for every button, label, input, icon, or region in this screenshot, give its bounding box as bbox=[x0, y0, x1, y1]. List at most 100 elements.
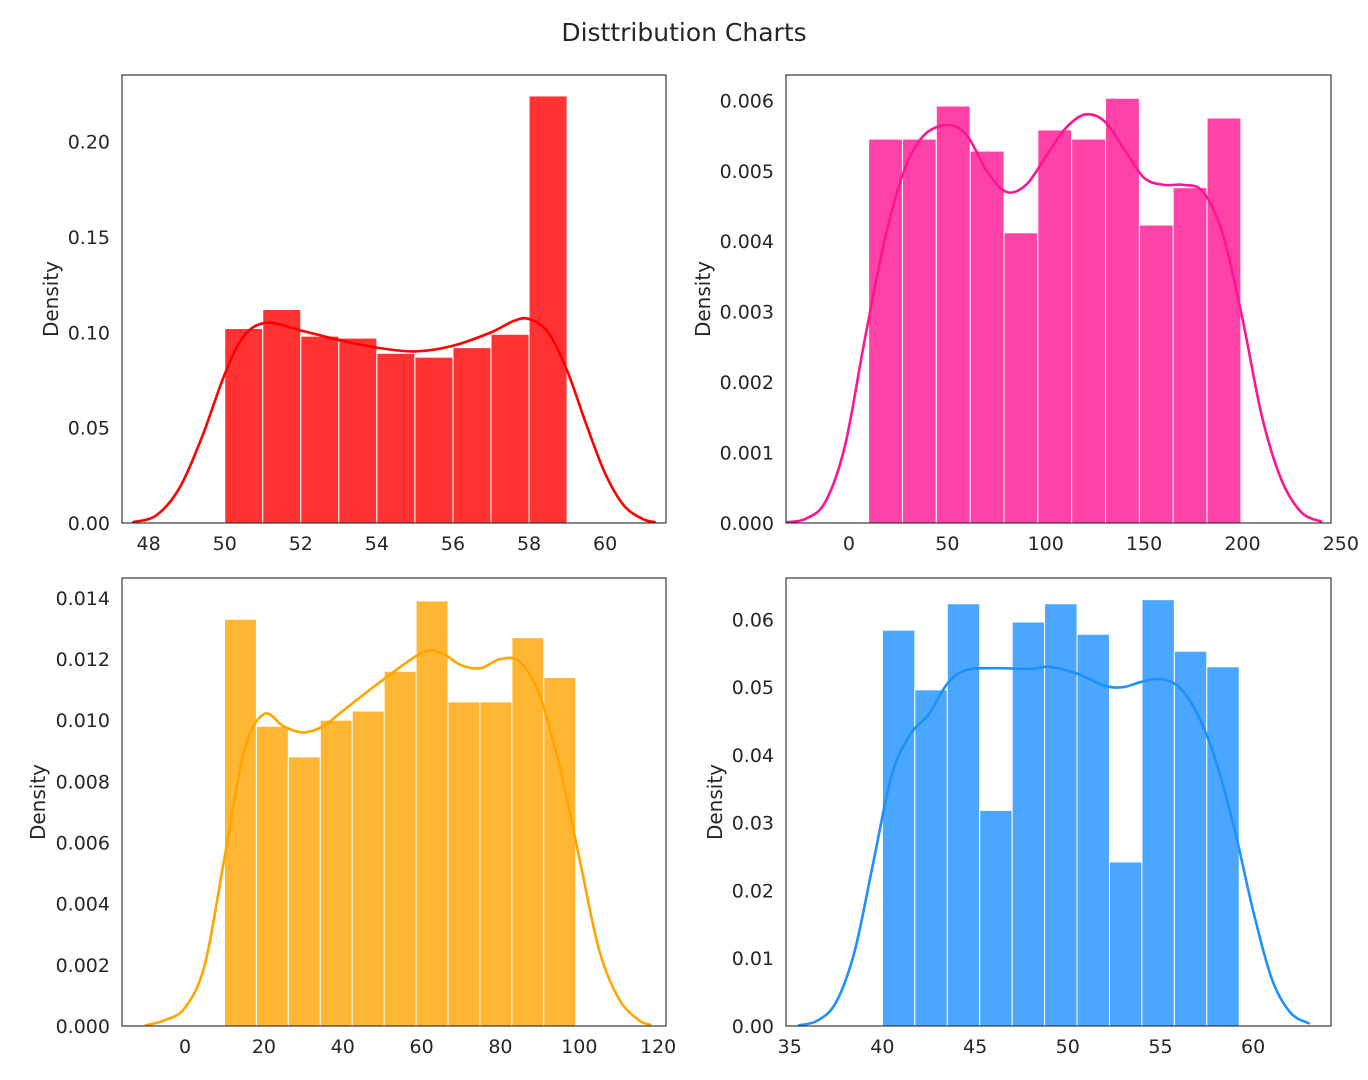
y-axis-label: Density bbox=[691, 261, 715, 337]
kde-line bbox=[797, 665, 1311, 1026]
y-tick-label: 0.000 bbox=[720, 513, 774, 535]
histogram-bar bbox=[1044, 603, 1078, 1026]
histogram-bar bbox=[511, 637, 545, 1026]
x-tick-label: 60 bbox=[410, 1036, 434, 1058]
x-tick-label: 55 bbox=[1148, 1036, 1172, 1058]
histogram-bar bbox=[1105, 97, 1140, 523]
x-tick-label: 250 bbox=[1323, 533, 1359, 555]
y-tick-label: 0.15 bbox=[68, 227, 110, 249]
kde-line bbox=[786, 112, 1323, 523]
y-tick-label: 0.05 bbox=[68, 418, 110, 440]
histogram-bar bbox=[1206, 666, 1240, 1026]
axes-frame bbox=[785, 577, 1332, 1027]
x-tick-label: 45 bbox=[963, 1036, 987, 1058]
y-tick-label: 0.006 bbox=[56, 833, 110, 855]
y-axis-label: Density bbox=[39, 261, 63, 337]
y-tick-label: 0.002 bbox=[720, 372, 774, 394]
histogram-bar bbox=[1076, 633, 1110, 1026]
y-tick-label: 0.003 bbox=[720, 302, 774, 324]
x-tick-label: 48 bbox=[137, 533, 161, 555]
histogram-bar bbox=[1173, 650, 1208, 1026]
axes-frame bbox=[121, 74, 667, 524]
histogram-bar bbox=[1071, 138, 1107, 523]
x-tick-label: 100 bbox=[1028, 533, 1064, 555]
histogram-bar bbox=[383, 670, 417, 1026]
y-tick-label: 0.010 bbox=[56, 710, 110, 732]
subplot-top-right: 0 50 100 150 200 250 0.000 0.001 0.002 0.003 0.004… bbox=[691, 74, 1359, 555]
histogram-bar bbox=[351, 710, 385, 1026]
histogram-bar bbox=[287, 756, 321, 1026]
x-tick-label: 40 bbox=[870, 1036, 894, 1058]
histogram-bar bbox=[338, 337, 378, 523]
y-tick-label: 0.00 bbox=[68, 513, 110, 535]
histogram-bar bbox=[319, 719, 353, 1026]
histogram-bar bbox=[1172, 187, 1208, 523]
x-tick-label: 0 bbox=[843, 533, 855, 555]
y-tick-label: 0.001 bbox=[720, 443, 774, 465]
x-tick-label: 100 bbox=[561, 1036, 597, 1058]
x-tick-label: 52 bbox=[289, 533, 313, 555]
x-tick-label: 40 bbox=[331, 1036, 355, 1058]
histogram-bar bbox=[901, 138, 937, 523]
y-tick-label: 0.06 bbox=[732, 609, 774, 631]
y-tick-label: 0.02 bbox=[732, 880, 774, 902]
x-tick-label: 50 bbox=[1056, 1036, 1080, 1058]
y-tick-label: 0.012 bbox=[56, 649, 110, 671]
figure-title: Disttribution Charts bbox=[561, 18, 806, 47]
y-tick-label: 0.05 bbox=[732, 677, 774, 699]
x-tick-label: 58 bbox=[517, 533, 541, 555]
histogram-bar bbox=[479, 701, 513, 1026]
plot-area bbox=[786, 97, 1323, 523]
histogram-bar bbox=[1037, 129, 1073, 523]
x-tick-label: 60 bbox=[1241, 1036, 1265, 1058]
histogram-bar bbox=[1206, 117, 1242, 523]
histogram-bar bbox=[1138, 224, 1174, 523]
x-tick-label: 54 bbox=[365, 533, 389, 555]
subplot-bottom-left: 0 20 40 60 80 100 120 0.000 0.002 0.004 0.006 0.008… bbox=[26, 577, 676, 1058]
histogram-bar bbox=[262, 308, 302, 523]
subplot-bottom-right: 35 40 45 50 55 60 0.00 0.01 0.02 0.03 0.04 0.05 0.06… bbox=[703, 577, 1332, 1058]
histogram-bar bbox=[1003, 232, 1039, 523]
histogram-bar bbox=[935, 105, 971, 523]
y-tick-label: 0.014 bbox=[56, 588, 110, 610]
x-tick-label: 20 bbox=[252, 1036, 276, 1058]
y-tick-label: 0.000 bbox=[56, 1016, 110, 1038]
y-tick-label: 0.00 bbox=[732, 1016, 774, 1038]
histogram-bar bbox=[969, 150, 1005, 523]
plot-area bbox=[797, 599, 1311, 1026]
y-tick-label: 0.01 bbox=[732, 948, 774, 970]
y-axis-label: Density bbox=[703, 764, 727, 840]
y-tick-label: 0.10 bbox=[68, 322, 110, 344]
histogram-bar bbox=[300, 335, 340, 523]
x-tick-label: 120 bbox=[640, 1036, 676, 1058]
plot-area bbox=[144, 600, 652, 1026]
y-tick-label: 0.008 bbox=[56, 771, 110, 793]
y-tick-label: 0.03 bbox=[732, 813, 774, 835]
histogram-bar bbox=[1011, 621, 1046, 1026]
y-tick-label: 0.04 bbox=[732, 745, 774, 767]
axes-frame bbox=[121, 577, 667, 1027]
histogram-bar bbox=[376, 352, 416, 523]
x-tick-label: 50 bbox=[935, 533, 959, 555]
subplots: 48 50 52 54 56 58 60 0.00 0.05 0.10 0.15 0.20 Densit… bbox=[26, 74, 1359, 1058]
subplot-top-left: 48 50 52 54 56 58 60 0.00 0.05 0.10 0.15 0.20 Densit… bbox=[39, 74, 667, 555]
x-tick-label: 0 bbox=[179, 1036, 191, 1058]
x-tick-label: 60 bbox=[593, 533, 617, 555]
histogram-bar bbox=[1108, 861, 1143, 1026]
y-tick-label: 0.20 bbox=[68, 132, 110, 154]
y-tick-label: 0.002 bbox=[56, 955, 110, 977]
histogram-bar bbox=[414, 356, 454, 523]
histogram-bar bbox=[946, 603, 981, 1026]
x-tick-label: 50 bbox=[213, 533, 237, 555]
histogram-bar bbox=[415, 600, 449, 1026]
histogram-bar bbox=[447, 701, 481, 1026]
y-tick-label: 0.004 bbox=[56, 894, 110, 916]
kde-line bbox=[132, 316, 656, 523]
histogram-bar bbox=[255, 725, 289, 1026]
y-tick-label: 0.005 bbox=[720, 161, 774, 183]
histogram-bar bbox=[452, 347, 492, 523]
histogram-bar bbox=[528, 95, 568, 523]
y-tick-label: 0.006 bbox=[720, 90, 774, 112]
plot-area bbox=[132, 95, 656, 523]
